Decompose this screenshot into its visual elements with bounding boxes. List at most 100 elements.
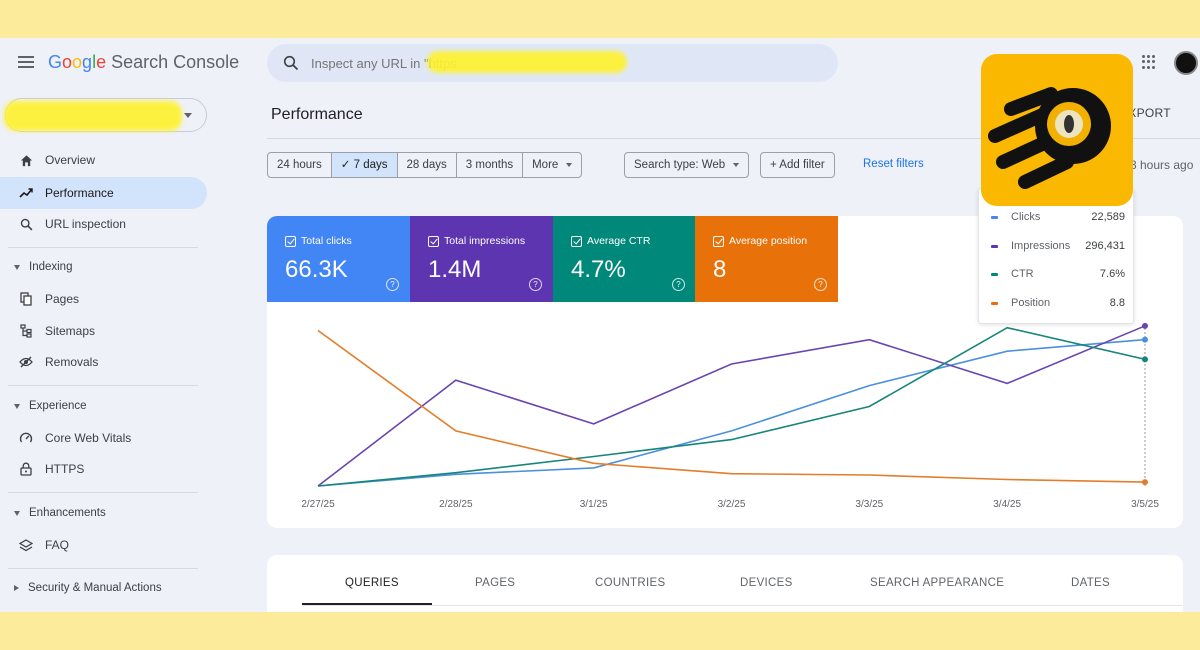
date-range-selector[interactable]: 24 hours ✓ 7 days 28 days 3 months More xyxy=(267,152,583,178)
tab-dates[interactable]: DATES xyxy=(1071,577,1110,589)
sidebar-section-indexing[interactable]: Indexing xyxy=(0,256,207,278)
tooltip-value: 22,589 xyxy=(1091,211,1125,223)
tab-pages[interactable]: PAGES xyxy=(475,577,516,589)
x-tick-label: 3/5/25 xyxy=(1131,499,1159,510)
sidebar-item-https[interactable]: HTTPS xyxy=(0,453,207,485)
sidebar-item-label: Sitemaps xyxy=(45,324,96,338)
metric-card-average-position[interactable]: Average position 8 ? xyxy=(695,216,838,302)
tab-devices[interactable]: DEVICES xyxy=(740,577,793,589)
add-filter-label: Add filter xyxy=(779,159,825,171)
tab-search-appearance[interactable]: SEARCH APPEARANCE xyxy=(870,577,1005,589)
sidebar-section-enhancements[interactable]: Enhancements xyxy=(0,502,207,524)
help-icon[interactable]: ? xyxy=(672,278,685,291)
reset-filters-link[interactable]: Reset filters xyxy=(863,158,924,170)
metric-value: 66.3K xyxy=(285,256,348,283)
home-icon xyxy=(18,152,34,168)
tooltip-row-position: Position 8.8 xyxy=(991,297,1125,311)
menu-icon[interactable] xyxy=(18,56,34,68)
metric-card-average-ctr[interactable]: Average CTR 4.7% ? xyxy=(553,216,696,302)
tab-queries[interactable]: QUERIES xyxy=(345,577,399,589)
help-icon[interactable]: ? xyxy=(386,278,399,291)
redaction-highlight xyxy=(427,51,627,73)
add-filter-button[interactable]: + Add filter xyxy=(760,152,835,178)
sidebar-item-performance[interactable]: Performance xyxy=(0,177,207,209)
url-inspect-bar[interactable] xyxy=(267,44,838,82)
lock-icon xyxy=(18,461,34,477)
metric-value: 8 xyxy=(713,256,727,283)
metric-label: Average position xyxy=(729,235,808,247)
metric-card-total-impressions[interactable]: Total impressions 1.4M ? xyxy=(410,216,553,302)
sidebar-item-pages[interactable]: Pages xyxy=(0,283,207,315)
sidebar-section-experience[interactable]: Experience xyxy=(0,395,207,417)
sidebar-item-core-web-vitals[interactable]: Core Web Vitals xyxy=(0,422,207,454)
metric-value: 1.4M xyxy=(428,256,482,283)
check-icon: ✓ xyxy=(340,159,354,171)
gauge-icon xyxy=(18,430,34,446)
checkbox-icon[interactable] xyxy=(285,235,296,247)
sidebar-divider xyxy=(8,385,198,386)
range-more[interactable]: More xyxy=(523,153,581,177)
series-point-clicks xyxy=(1142,336,1148,343)
sidebar-item-label: Removals xyxy=(45,355,99,369)
caret-down-icon xyxy=(566,162,573,167)
series-line-impressions[interactable] xyxy=(317,325,1146,487)
sidebar-item-faq[interactable]: FAQ xyxy=(0,529,207,561)
sidebar-item-removals[interactable]: Removals xyxy=(0,346,207,378)
x-tick-label: 2/28/25 xyxy=(439,499,473,510)
plus-icon: + xyxy=(770,159,780,171)
range-3-months[interactable]: 3 months xyxy=(457,153,524,177)
legend-swatch xyxy=(991,216,998,219)
sidebar-item-label: Pages xyxy=(45,292,80,306)
sidebar-item-overview[interactable]: Overview xyxy=(0,144,207,176)
last-updated: 3 hours ago xyxy=(1130,158,1194,172)
search-type-dropdown[interactable]: Search type: Web xyxy=(624,152,750,178)
caret-down-icon xyxy=(733,162,740,167)
checkbox-icon[interactable] xyxy=(428,235,439,247)
series-line-position[interactable] xyxy=(317,329,1146,483)
header-divider xyxy=(267,138,1200,139)
search-type-label: Search type: Web xyxy=(634,159,726,171)
search-icon xyxy=(283,55,299,71)
rocket-logo-icon xyxy=(988,87,1111,189)
sidebar-item-label: Core Web Vitals xyxy=(45,431,132,445)
avatar[interactable] xyxy=(1174,51,1198,75)
tooltip-value: 8.8 xyxy=(1109,297,1125,309)
tooltip-name: Impressions xyxy=(1011,240,1071,252)
tooltip-row-ctr: CTR 7.6% xyxy=(991,268,1125,282)
search-icon xyxy=(18,216,34,232)
checkbox-icon[interactable] xyxy=(571,235,582,247)
metric-card-total-clicks[interactable]: Total clicks 66.3K ? xyxy=(267,216,410,302)
x-tick-label: 3/2/25 xyxy=(718,499,746,510)
legend-swatch xyxy=(991,273,998,276)
property-selector[interactable] xyxy=(4,98,207,132)
x-tick-label: 3/1/25 xyxy=(580,499,608,510)
range-7-days[interactable]: ✓ 7 days xyxy=(331,153,398,177)
eye-off-icon xyxy=(18,354,34,370)
app-brand[interactable]: Google Search Console xyxy=(48,52,239,73)
series-line-clicks[interactable] xyxy=(317,338,1146,487)
sidebar-divider xyxy=(8,492,198,493)
series-line-ctr[interactable] xyxy=(317,326,1146,487)
sidebar-section-security[interactable]: Security & Manual Actions xyxy=(0,577,207,599)
section-label: Enhancements xyxy=(29,507,106,519)
sidebar-item-label: HTTPS xyxy=(45,462,85,476)
range-28-days[interactable]: 28 days xyxy=(398,153,457,177)
checkbox-icon[interactable] xyxy=(713,235,724,247)
help-icon[interactable]: ? xyxy=(529,278,542,291)
performance-line-chart[interactable]: 2/27/25 2/28/25 3/1/25 3/2/25 3/3/25 3/4/25 3/… xyxy=(267,302,1183,528)
tooltip-name: CTR xyxy=(1011,268,1034,280)
caret-down-icon xyxy=(14,264,20,270)
bottom-banner xyxy=(0,612,1200,650)
sidebar-item-label: FAQ xyxy=(45,538,70,552)
help-icon[interactable]: ? xyxy=(814,278,827,291)
sidebar-divider xyxy=(8,568,198,569)
range-24-hours[interactable]: 24 hours xyxy=(268,153,332,177)
tooltip-row-clicks: Clicks 22,589 xyxy=(991,211,1125,225)
section-label: Experience xyxy=(29,400,87,412)
apps-grid-icon[interactable] xyxy=(1142,55,1156,69)
metric-label: Total impressions xyxy=(444,235,526,247)
tab-countries[interactable]: COUNTRIES xyxy=(595,577,666,589)
legend-swatch xyxy=(991,245,998,248)
sidebar-item-sitemaps[interactable]: Sitemaps xyxy=(0,315,207,347)
sidebar-item-url-inspection[interactable]: URL inspection xyxy=(0,208,207,240)
